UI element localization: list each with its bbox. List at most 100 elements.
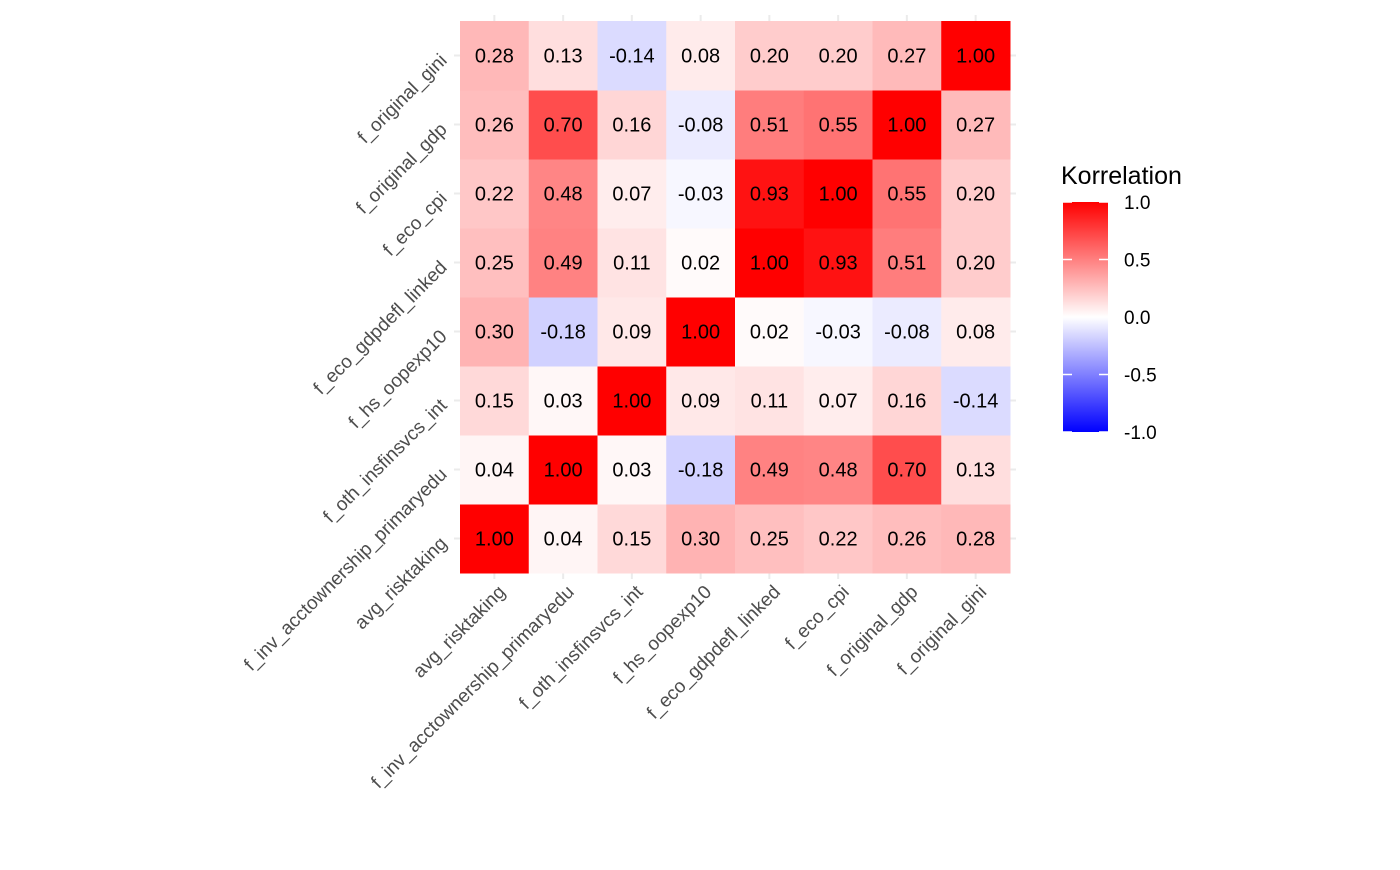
heatmap-cell [803,366,873,436]
heatmap-cell [803,21,873,91]
cell-value-label: -0.08 [884,322,930,344]
heatmap-cell [666,297,736,367]
heatmap-cell [528,21,598,91]
heatmap-cell [597,90,667,160]
heatmap-cell [460,435,530,505]
cell-value-label: 0.04 [544,529,583,551]
cell-value-label: 1.00 [475,529,514,551]
cell-value-label: 0.02 [750,322,789,344]
cell-value-label: -0.03 [678,184,724,206]
cell-value-label: -0.18 [540,322,586,344]
cell-value-label: 1.00 [887,115,926,137]
heatmap-cell [460,159,530,229]
heatmap-cell [528,435,598,505]
legend: Korrelation 1.0 0.5 0.0 -0.5 -1.0 [1061,162,1182,444]
heatmap-cell [872,297,942,367]
cell-value-label: 0.51 [887,253,926,275]
heatmap-cell [872,504,942,574]
cell-value-label: 0.15 [475,391,514,413]
heatmap-cell [735,228,805,298]
heatmap-cell [941,21,1011,91]
cell-value-label: 0.27 [887,46,926,68]
cell-value-label: 0.26 [887,529,926,551]
heatmap-cell [735,435,805,505]
cell-value-label: 0.22 [475,184,514,206]
heatmap-cell [941,297,1011,367]
legend-tick-label: -0.5 [1124,366,1157,387]
heatmap-cell [597,504,667,574]
x-tick-label: f_eco_cpi [781,582,853,654]
heatmap-cell [666,435,736,505]
heatmap-cell [460,228,530,298]
cell-value-label: 0.02 [681,253,720,275]
heatmap-cell [528,159,598,229]
heatmap-cell [597,435,667,505]
cell-value-label: 0.16 [887,391,926,413]
heatmap-cell [597,366,667,436]
cell-value-label: -0.08 [678,115,724,137]
heatmap-cell [941,228,1011,298]
cell-value-label: 0.55 [819,115,858,137]
heatmap-cell [597,159,667,229]
cell-value-label: 0.09 [612,322,651,344]
cell-value-label: 0.27 [956,115,995,137]
cell-value-label: 0.48 [819,460,858,482]
heatmap-cell [460,297,530,367]
legend-tick-label: 1.0 [1124,193,1150,214]
heatmap-cell [803,159,873,229]
heatmap-cell [460,90,530,160]
heatmap-cell [735,297,805,367]
cell-value-label: 0.11 [613,253,650,275]
cell-value-label: 0.30 [475,322,514,344]
heatmap-cell [597,297,667,367]
legend-tick-label: -1.0 [1124,423,1157,444]
legend-tick-label: 0.0 [1124,308,1150,329]
heatmap-cell [803,90,873,160]
heatmap-cell [872,90,942,160]
heatmap-cell [872,366,942,436]
cell-value-label: 0.04 [475,460,514,482]
heatmap-cell [872,159,942,229]
cell-value-label: 1.00 [681,322,720,344]
cell-value-label: 0.48 [544,184,583,206]
x-tick-label: f_eco_gdpdefl_linked [643,582,785,724]
y-tick-label: f_eco_gdpdefl_linked [310,257,452,399]
heatmap-cell [597,228,667,298]
cell-value-label: 0.13 [544,46,583,68]
y-tick-label: f_oth_insfinsvcs_int [319,395,452,528]
cell-value-label: 0.20 [819,46,858,68]
cell-value-label: 0.13 [956,460,995,482]
cell-value-label: 0.07 [819,391,858,413]
cell-value-label: 0.30 [681,529,720,551]
heatmap-cell [666,21,736,91]
cell-value-label: -0.14 [953,391,999,413]
cell-value-label: 0.03 [612,460,651,482]
y-axis-tick-labels: avg_risktakingf_inv_acctownership_primar… [240,50,452,675]
heatmap-cell [872,435,942,505]
heatmap-cell [735,21,805,91]
cell-value-label: 0.49 [544,253,583,275]
cell-value-label: -0.14 [609,46,655,68]
cell-value-label: 0.08 [681,46,720,68]
heatmap-cell [735,90,805,160]
cell-value-label: 0.25 [750,529,789,551]
legend-tick-label: 0.5 [1124,251,1150,272]
heatmap-cell [666,228,736,298]
heatmap-cell [872,21,942,91]
cell-value-label: 0.28 [956,529,995,551]
cell-value-label: 0.70 [544,115,583,137]
heatmap-cell [941,159,1011,229]
cell-value-label: 0.93 [750,184,789,206]
heatmap-cell [803,297,873,367]
heatmap-cell [941,366,1011,436]
cell-value-label: 0.25 [475,253,514,275]
cell-value-label: -0.18 [678,460,724,482]
cell-value-label: 0.20 [956,184,995,206]
cell-value-label: 1.00 [544,460,583,482]
cell-value-label: 1.00 [750,253,789,275]
cell-value-label: 0.93 [819,253,858,275]
cell-value-label: 0.22 [819,529,858,551]
cell-value-label: 0.51 [750,115,789,137]
